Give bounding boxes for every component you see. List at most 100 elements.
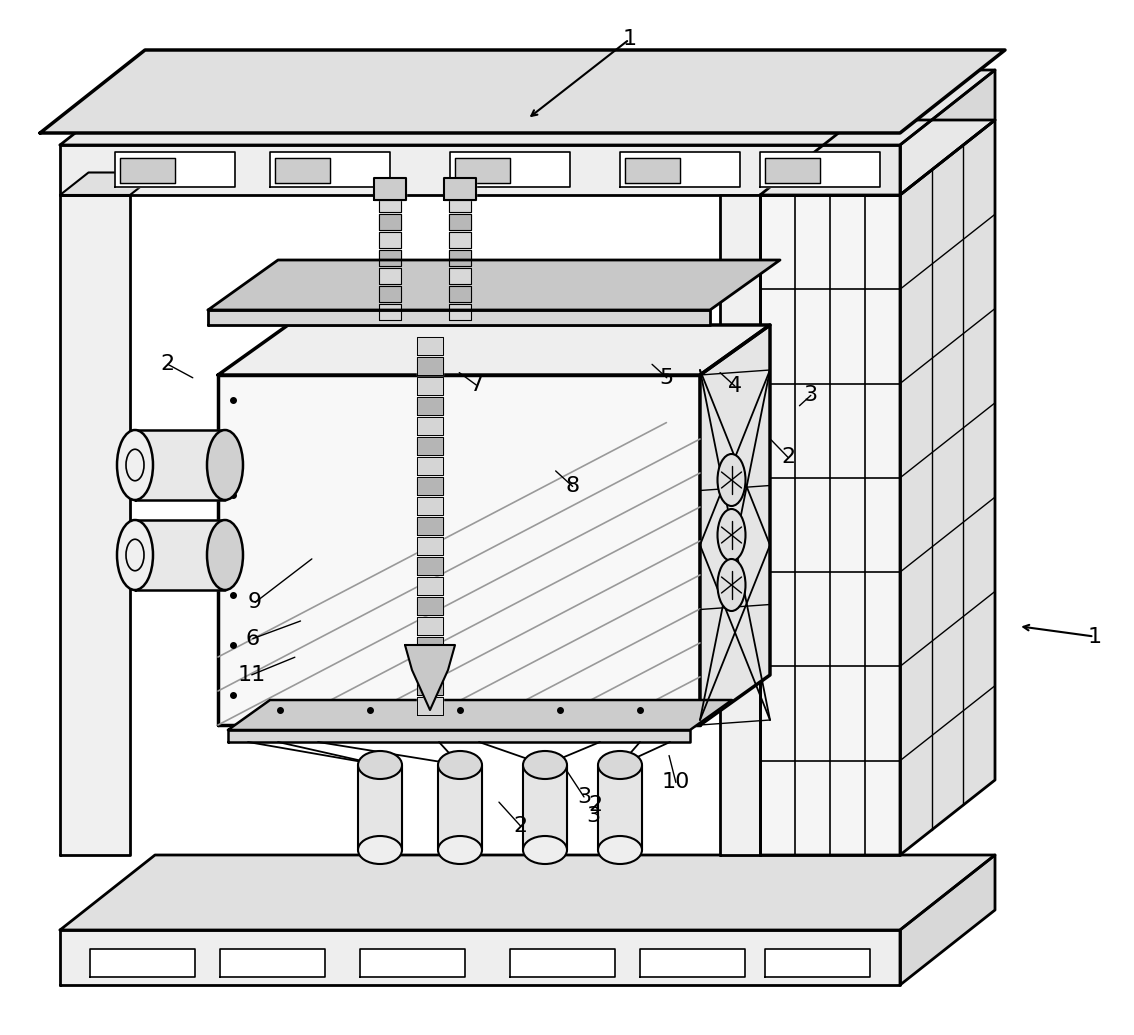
Polygon shape <box>760 195 900 855</box>
Text: 1: 1 <box>623 29 636 50</box>
Polygon shape <box>417 378 443 395</box>
Polygon shape <box>379 268 401 284</box>
Ellipse shape <box>718 509 745 561</box>
Polygon shape <box>379 214 401 230</box>
Polygon shape <box>620 152 741 187</box>
Ellipse shape <box>117 520 153 590</box>
Text: 11: 11 <box>238 664 265 685</box>
Polygon shape <box>90 949 195 977</box>
Polygon shape <box>417 477 443 495</box>
Polygon shape <box>510 949 615 977</box>
Polygon shape <box>120 158 175 183</box>
Ellipse shape <box>523 836 567 864</box>
Ellipse shape <box>598 751 642 779</box>
Polygon shape <box>449 214 471 230</box>
Polygon shape <box>455 158 510 183</box>
Polygon shape <box>220 949 325 977</box>
Polygon shape <box>449 304 471 320</box>
Polygon shape <box>374 178 406 200</box>
Polygon shape <box>40 50 1005 134</box>
Text: 3: 3 <box>804 385 818 406</box>
Text: 3: 3 <box>577 787 591 807</box>
Polygon shape <box>760 120 995 195</box>
Text: 2: 2 <box>781 447 795 468</box>
Polygon shape <box>270 152 390 187</box>
Polygon shape <box>276 158 330 183</box>
Text: 6: 6 <box>246 628 260 649</box>
Polygon shape <box>417 657 443 675</box>
Polygon shape <box>208 310 710 325</box>
Text: 8: 8 <box>566 476 579 497</box>
Polygon shape <box>135 520 225 590</box>
Polygon shape <box>640 949 745 977</box>
Ellipse shape <box>358 751 401 779</box>
Polygon shape <box>379 232 401 248</box>
Polygon shape <box>900 120 995 855</box>
Ellipse shape <box>718 454 745 506</box>
Polygon shape <box>417 417 443 435</box>
Polygon shape <box>208 260 780 310</box>
Text: 7: 7 <box>469 375 483 395</box>
Polygon shape <box>417 677 443 694</box>
Polygon shape <box>218 375 700 724</box>
Polygon shape <box>417 498 443 515</box>
Ellipse shape <box>718 559 745 611</box>
Polygon shape <box>445 178 476 200</box>
Polygon shape <box>449 200 471 212</box>
Polygon shape <box>417 537 443 555</box>
Polygon shape <box>450 152 570 187</box>
Polygon shape <box>60 145 900 195</box>
Polygon shape <box>449 249 471 266</box>
Polygon shape <box>417 518 443 535</box>
Polygon shape <box>523 765 567 850</box>
Polygon shape <box>228 730 689 742</box>
Polygon shape <box>60 173 159 195</box>
Polygon shape <box>379 249 401 266</box>
Polygon shape <box>135 430 225 500</box>
Polygon shape <box>405 645 455 710</box>
Polygon shape <box>417 357 443 375</box>
Polygon shape <box>417 638 443 655</box>
Polygon shape <box>625 158 680 183</box>
Polygon shape <box>417 397 443 415</box>
Ellipse shape <box>523 751 567 779</box>
Polygon shape <box>765 949 870 977</box>
Polygon shape <box>358 765 401 850</box>
Polygon shape <box>417 597 443 615</box>
Text: 10: 10 <box>661 772 691 793</box>
Ellipse shape <box>117 430 153 500</box>
Text: 2: 2 <box>589 795 602 816</box>
Polygon shape <box>900 70 995 195</box>
Text: 1: 1 <box>1088 626 1101 647</box>
Polygon shape <box>417 618 443 635</box>
Polygon shape <box>379 304 401 320</box>
Ellipse shape <box>358 836 401 864</box>
Text: 5: 5 <box>660 367 674 388</box>
Polygon shape <box>379 286 401 302</box>
Polygon shape <box>760 152 880 187</box>
Ellipse shape <box>598 836 642 864</box>
Ellipse shape <box>208 520 243 590</box>
Polygon shape <box>417 457 443 475</box>
Polygon shape <box>60 855 995 930</box>
Polygon shape <box>417 558 443 575</box>
Polygon shape <box>417 578 443 595</box>
Polygon shape <box>438 765 482 850</box>
Text: 4: 4 <box>728 376 742 396</box>
Polygon shape <box>417 337 443 355</box>
Polygon shape <box>60 195 130 855</box>
Polygon shape <box>417 698 443 715</box>
Polygon shape <box>379 200 401 212</box>
Polygon shape <box>417 438 443 455</box>
Text: 2: 2 <box>514 816 527 836</box>
Ellipse shape <box>208 430 243 500</box>
Polygon shape <box>700 325 770 724</box>
Ellipse shape <box>438 751 482 779</box>
Polygon shape <box>60 70 995 145</box>
Ellipse shape <box>438 836 482 864</box>
Polygon shape <box>598 765 642 850</box>
Polygon shape <box>218 325 770 375</box>
Text: 2: 2 <box>161 354 175 375</box>
Text: 9: 9 <box>248 592 262 613</box>
Polygon shape <box>228 700 733 730</box>
